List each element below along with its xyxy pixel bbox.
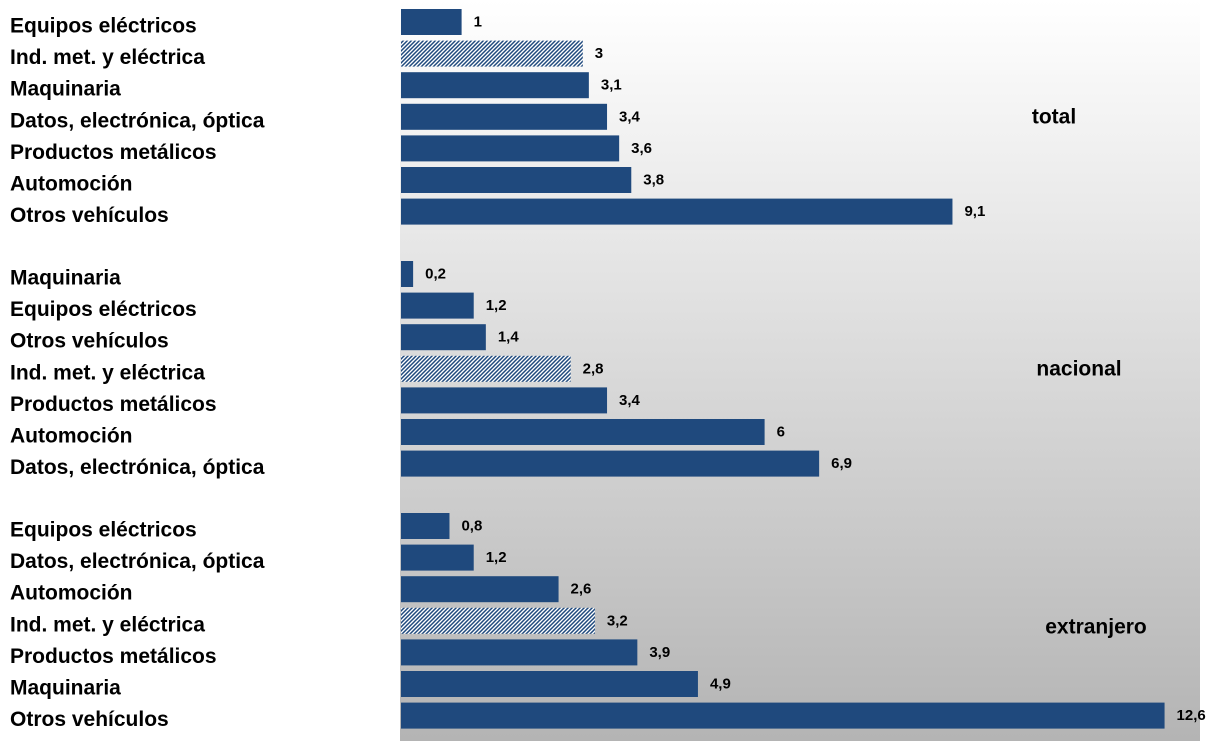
bar [401,292,474,319]
value-label: 0,8 [461,518,482,535]
bar [401,639,638,666]
value-label: 3,6 [631,140,652,157]
category-label: Datos, electrónica, óptica [10,109,265,132]
value-label: 1,4 [498,329,520,346]
value-label: 1,2 [486,297,507,314]
category-label: Automoción [10,582,132,605]
bar [401,9,462,35]
bar [401,544,474,571]
bar-highlight [401,40,583,67]
bar [401,198,953,225]
value-label: 3,4 [619,108,641,125]
value-label: 3,1 [601,77,622,94]
value-label: 3,4 [619,392,641,409]
category-label: Maquinaria [10,677,121,700]
bar [401,324,486,351]
category-label: Datos, electrónica, óptica [10,456,265,479]
bar [401,103,608,130]
value-label: 1 [474,14,482,31]
category-label: Automoción [10,425,132,448]
value-label: 6 [777,424,785,441]
category-label: Otros vehículos [10,204,169,227]
bar [401,72,589,99]
category-label: Ind. met. y eléctrica [10,46,205,69]
bar [401,671,698,697]
value-label: 3,9 [649,644,670,661]
bar [401,513,450,539]
value-label: 3,2 [607,612,628,629]
bar [401,387,608,414]
category-label: Equipos eléctricos [10,298,197,321]
category-label: Maquinaria [10,78,121,101]
bar [401,261,414,287]
value-label: 0,2 [425,266,446,283]
group-label-extranjero: extranjero [1045,616,1147,639]
category-label: Otros vehículos [10,330,169,353]
value-label: 12,6 [1177,707,1206,724]
value-label: 9,1 [964,203,985,220]
bar-highlight [401,607,595,634]
category-label: Equipos eléctricos [10,15,197,38]
group-label-nacional: nacional [1036,358,1121,381]
value-label: 4,9 [710,676,731,693]
category-label: Ind. met. y eléctrica [10,613,205,636]
category-label: Ind. met. y eléctrica [10,361,205,384]
category-label: Otros vehículos [10,708,169,731]
value-label: 3,8 [643,172,664,189]
bar [401,419,765,445]
bar [401,576,559,603]
bar [401,167,632,193]
group-label-total: total [1032,106,1076,129]
category-label: Productos metálicos [10,393,217,416]
category-label: Equipos eléctricos [10,519,197,542]
bar [401,450,820,477]
value-label: 3 [595,45,603,62]
value-label: 2,8 [583,360,604,377]
value-label: 1,2 [486,549,507,566]
value-label: 6,9 [831,455,852,472]
category-label: Automoción [10,173,132,196]
category-label: Productos metálicos [10,645,217,668]
bar [401,135,620,162]
value-label: 2,6 [571,581,592,598]
bar-highlight [401,355,571,382]
category-label: Maquinaria [10,267,121,290]
category-label: Datos, electrónica, óptica [10,550,265,573]
category-label: Productos metálicos [10,141,217,164]
bar [401,702,1165,729]
